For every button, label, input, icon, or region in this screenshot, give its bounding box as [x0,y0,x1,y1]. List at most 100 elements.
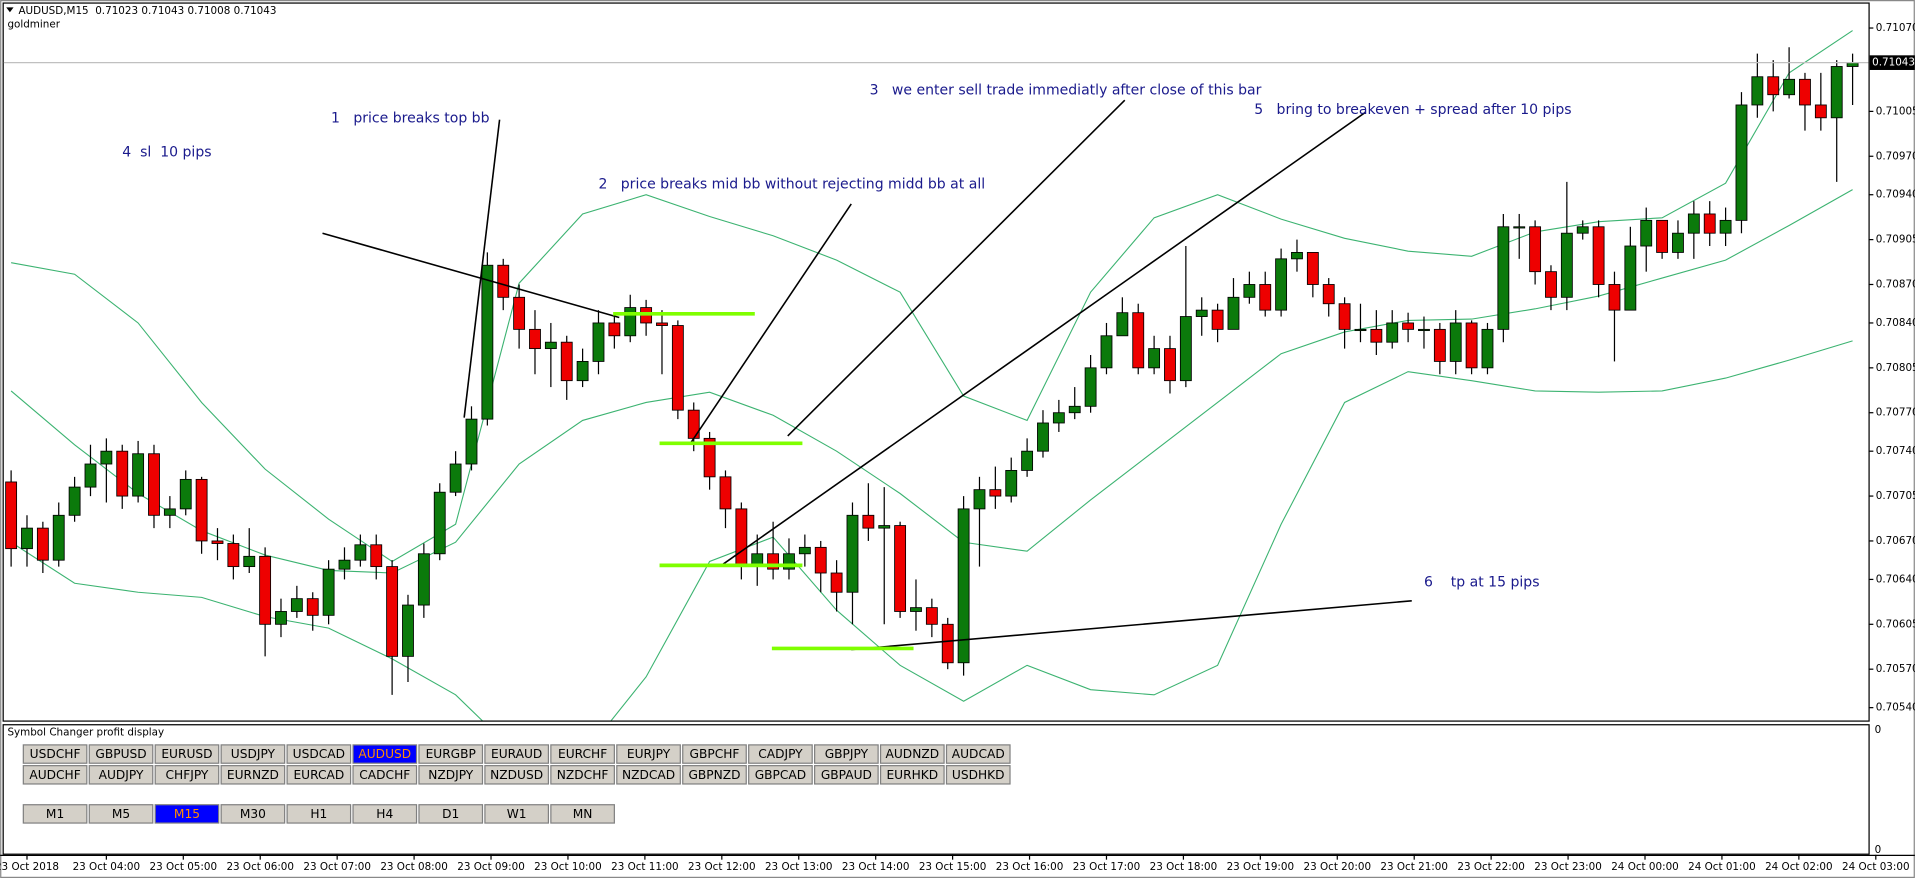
symbol-button-bg[interactable] [154,765,220,785]
timeframe-button-bg[interactable] [418,804,484,824]
symbol-button[interactable]: GBPCHF [682,744,747,764]
symbol-button-bg[interactable] [352,744,418,764]
symbol-button-label[interactable]: EURCHF [558,747,607,761]
symbol-button-label[interactable]: USDCAD [293,747,345,761]
timeframe-button-bg[interactable] [154,804,220,824]
symbol-button-bg[interactable] [22,765,88,785]
symbol-button-label[interactable]: EURGBP [426,747,476,761]
symbol-button[interactable]: CHFJPY [154,765,220,785]
symbol-button[interactable]: CADCHF [352,765,418,785]
symbol-button-bg[interactable] [22,744,88,764]
symbol-button-bg[interactable] [418,744,484,764]
symbol-button-label[interactable]: NZDJPY [428,768,474,782]
timeframe-button-label[interactable]: M30 [240,807,266,821]
symbol-button[interactable]: AUDJPY [88,765,154,785]
symbol-button[interactable]: NZDUSD [484,765,550,785]
timeframe-button-label[interactable]: D1 [442,807,459,821]
symbol-button-bg[interactable] [286,744,352,764]
symbol-button[interactable]: GBPUSD [88,744,154,764]
symbol-button[interactable]: USDCHF [22,744,88,764]
symbol-button-bg[interactable] [550,744,615,764]
timeframe-button[interactable]: H1 [286,804,352,824]
symbol-button-label[interactable]: GBPNZD [688,768,740,782]
symbol-button-label[interactable]: EURCAD [293,768,344,782]
symbol-button-bg[interactable] [616,765,681,785]
timeframe-button-label[interactable]: W1 [507,807,527,821]
symbol-button-label[interactable]: EURUSD [161,747,212,761]
symbol-button-bg[interactable] [154,744,220,764]
symbol-button-bg[interactable] [352,765,418,785]
symbol-button-label[interactable]: GBPJPY [825,747,869,761]
symbol-button[interactable]: USDHKD [945,765,1011,785]
timeframe-button[interactable]: W1 [484,804,550,824]
symbol-button[interactable]: GBPAUD [814,765,879,785]
symbol-button[interactable]: AUDCHF [22,765,88,785]
symbol-button-label[interactable]: AUDJPY [99,768,144,782]
timeframe-button-bg[interactable] [286,804,352,824]
symbol-button[interactable]: EURNZD [220,765,286,785]
symbol-button-label[interactable]: GBPUSD [95,747,146,761]
symbol-button[interactable]: USDCAD [286,744,352,764]
symbol-button[interactable]: EURJPY [616,744,681,764]
symbol-button-label[interactable]: AUDUSD [358,747,411,761]
symbol-button-bg[interactable] [484,765,550,785]
timeframe-button[interactable]: H4 [352,804,418,824]
symbol-button-bg[interactable] [682,765,747,785]
symbol-button-bg[interactable] [879,744,945,764]
symbol-button[interactable]: CADJPY [748,744,813,764]
timeframe-button-label[interactable]: M15 [174,807,200,821]
symbol-button-label[interactable]: NZDCAD [622,768,675,782]
symbol-button-bg[interactable] [682,744,747,764]
symbol-button-label[interactable]: AUDCAD [952,747,1005,761]
timeframe-button-label[interactable]: MN [573,807,593,821]
symbol-button-label[interactable]: CHFJPY [166,768,209,782]
symbol-button-label[interactable]: USDJPY [231,747,276,761]
timeframe-button-bg[interactable] [550,804,615,824]
symbol-button-bg[interactable] [814,765,879,785]
symbol-button-label[interactable]: EURJPY [627,747,671,761]
symbol-button-bg[interactable] [748,744,813,764]
timeframe-button-bg[interactable] [22,804,88,824]
symbol-button-bg[interactable] [748,765,813,785]
symbol-button[interactable]: GBPCAD [748,765,813,785]
symbol-button[interactable]: EURAUD [484,744,550,764]
symbol-button-label[interactable]: AUDNZD [886,747,940,761]
timeframe-button[interactable]: MN [550,804,615,824]
symbol-button-bg[interactable] [88,765,154,785]
symbol-button[interactable]: NZDJPY [418,765,484,785]
symbol-button-label[interactable]: GBPCHF [690,747,740,761]
symbol-button-bg[interactable] [945,765,1011,785]
timeframe-button[interactable]: M30 [220,804,286,824]
symbol-button[interactable]: EURCAD [286,765,352,785]
timeframe-button-bg[interactable] [484,804,550,824]
symbol-button-label[interactable]: CADJPY [758,747,803,761]
symbol-button[interactable]: AUDCAD [945,744,1011,764]
symbol-button-label[interactable]: GBPCAD [755,768,806,782]
symbol-button-bg[interactable] [616,744,681,764]
timeframe-button-label[interactable]: M5 [112,807,130,821]
symbol-button-label[interactable]: GBPAUD [821,768,872,782]
symbol-button-label[interactable]: NZDCHF [557,768,609,782]
timeframe-button-bg[interactable] [88,804,154,824]
symbol-button[interactable]: EURHKD [879,765,945,785]
timeframe-button[interactable]: M5 [88,804,154,824]
symbol-button[interactable]: GBPNZD [682,765,747,785]
symbol-button[interactable]: NZDCHF [550,765,615,785]
timeframe-button[interactable]: M1 [22,804,88,824]
timeframe-button[interactable]: M15 [154,804,220,824]
symbol-button-bg[interactable] [945,744,1011,764]
symbol-button-label[interactable]: USDHKD [952,768,1005,782]
menu-arrow[interactable] [6,7,14,13]
symbol-button-bg[interactable] [814,744,879,764]
symbol-button[interactable]: GBPJPY [814,744,879,764]
symbol-button[interactable]: EURUSD [154,744,220,764]
symbol-button-label[interactable]: USDCHF [30,747,81,761]
symbol-button[interactable]: AUDUSD [352,744,418,764]
symbol-button[interactable]: NZDCAD [616,765,681,785]
symbol-button[interactable]: AUDNZD [879,744,945,764]
symbol-button-bg[interactable] [550,765,615,785]
symbol-button-label[interactable]: EURNZD [227,768,279,782]
timeframe-button-label[interactable]: M1 [46,807,64,821]
symbol-button-bg[interactable] [286,765,352,785]
symbol-button-bg[interactable] [220,744,286,764]
